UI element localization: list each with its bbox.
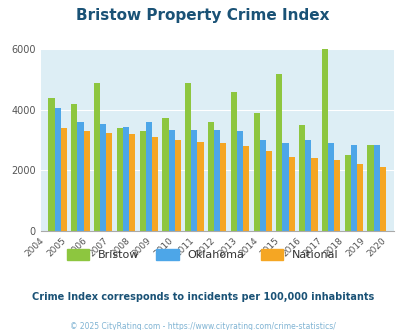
Bar [139, 131, 145, 231]
Bar [197, 142, 203, 231]
Bar [350, 145, 356, 231]
Bar [367, 145, 373, 231]
Bar [61, 128, 67, 231]
Bar [288, 157, 294, 231]
Bar [100, 124, 106, 231]
Bar [327, 143, 333, 231]
Bar [356, 164, 362, 231]
Bar [237, 131, 243, 231]
Bar [243, 146, 249, 231]
Bar [174, 140, 180, 231]
Bar [253, 113, 259, 231]
Bar [117, 128, 123, 231]
Bar [48, 98, 55, 231]
Bar [282, 143, 288, 231]
Bar [259, 140, 265, 231]
Bar [83, 131, 90, 231]
Bar [276, 74, 282, 231]
Bar [207, 122, 213, 231]
Text: Bristow Property Crime Index: Bristow Property Crime Index [76, 8, 329, 23]
Bar [168, 130, 174, 231]
Bar [333, 160, 339, 231]
Bar [55, 109, 61, 231]
Bar [213, 130, 220, 231]
Bar [265, 151, 271, 231]
Bar [311, 158, 317, 231]
Bar [298, 125, 305, 231]
Bar [71, 104, 77, 231]
Bar [379, 167, 385, 231]
Bar [344, 155, 350, 231]
Bar [373, 145, 379, 231]
Bar [230, 92, 237, 231]
Legend: Bristow, Oklahoma, National: Bristow, Oklahoma, National [64, 246, 341, 263]
Bar [191, 130, 197, 231]
Bar [106, 133, 112, 231]
Text: Crime Index corresponds to incidents per 100,000 inhabitants: Crime Index corresponds to incidents per… [32, 292, 373, 302]
Text: © 2025 CityRating.com - https://www.cityrating.com/crime-statistics/: © 2025 CityRating.com - https://www.city… [70, 322, 335, 330]
Bar [77, 122, 83, 231]
Bar [129, 134, 135, 231]
Bar [220, 143, 226, 231]
Bar [185, 83, 191, 231]
Bar [94, 83, 100, 231]
Bar [123, 127, 129, 231]
Bar [305, 140, 311, 231]
Bar [321, 50, 327, 231]
Bar [145, 122, 151, 231]
Bar [162, 117, 168, 231]
Bar [151, 137, 158, 231]
